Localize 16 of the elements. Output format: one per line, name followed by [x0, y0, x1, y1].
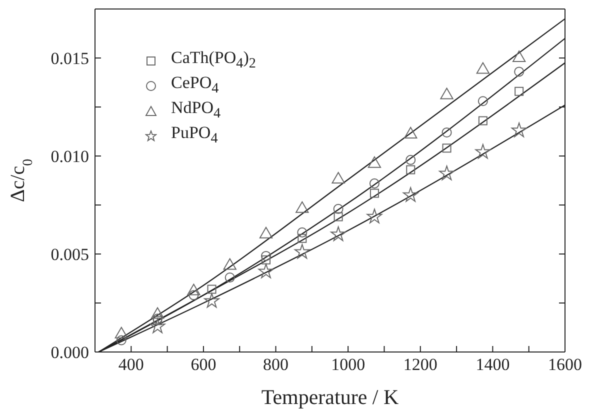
y-tick-label: 0.005: [50, 245, 89, 264]
x-tick-label: 400: [118, 355, 144, 374]
x-tick-label: 600: [190, 355, 216, 374]
y-tick-label: 0.010: [50, 147, 89, 166]
x-tick-label: 1600: [548, 355, 582, 374]
legend-label: CaTh(PO$_{4}$)$_{2}$: [171, 48, 256, 73]
legend-label: CePO$_{4}$: [171, 73, 219, 98]
x-tick-label: 1400: [476, 355, 510, 374]
legend-label: PuPO$_{4}$: [171, 123, 218, 148]
x-axis-title: Temperature / K: [261, 385, 399, 409]
x-tick-label: 1000: [331, 355, 366, 374]
y-tick-label: 0.015: [50, 49, 89, 68]
x-tick-label: 800: [263, 355, 289, 374]
x-tick-label: 1200: [403, 355, 438, 374]
y-tick-label: 0.000: [50, 343, 89, 362]
legend-label: NdPO$_{4}$: [171, 98, 221, 123]
